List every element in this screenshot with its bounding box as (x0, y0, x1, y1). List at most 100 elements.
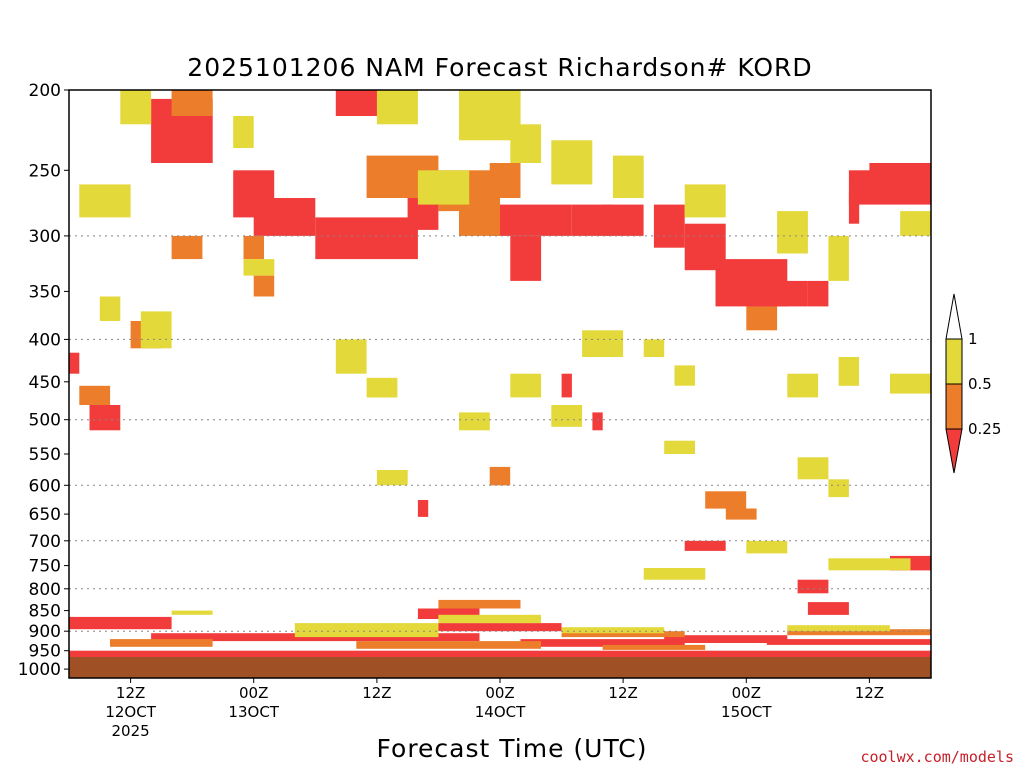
ri-region-e3d93a-20 (551, 405, 583, 427)
ri-region-f23c3c-22 (89, 405, 121, 431)
ri-region-f23c3c-24 (684, 540, 726, 551)
x-tick-label-0-1: 12OCT (105, 703, 156, 721)
ri-region-f23c3c-20 (592, 412, 603, 431)
ri-region-ec7d2a-15 (356, 641, 541, 649)
ri-region-e3d93a-16 (335, 339, 367, 374)
ri-region-e3d93a-23 (674, 365, 695, 386)
chart-title: 2025101206 NAM Forecast Richardson# KORD (187, 53, 812, 82)
ri-region-e3d93a-29 (664, 440, 695, 454)
y-tick-label-350: 350 (29, 282, 61, 302)
ri-region-e3d93a-13 (99, 296, 121, 321)
colorbar-orange-bin (945, 383, 963, 430)
ri-region-e3d93a-32 (643, 568, 706, 580)
x-tick-label-4-0: 12Z (608, 684, 637, 702)
colorbar-label-1: 1 (968, 330, 978, 348)
ri-region-e3d93a-22 (643, 339, 665, 357)
ri-region-e3d93a-30 (828, 479, 849, 498)
ri-region-f23c3c-18 (848, 191, 860, 224)
ri-region-e3d93a-5 (510, 124, 542, 163)
ri-region-ec7d2a-19 (787, 629, 931, 636)
ri-region-f23c3c-30 (151, 633, 480, 642)
ri-region-e3d93a-1 (233, 116, 254, 148)
x-tick-label-1-0: 00Z (239, 684, 268, 702)
ri-region-f23c3c-21 (69, 352, 80, 374)
ri-region-e3d93a-7 (612, 155, 644, 198)
ri-region-e3d93a-4 (417, 170, 470, 205)
ground-surface (69, 657, 931, 678)
ri-region-e3d93a-28 (376, 470, 408, 486)
y-tick-label-600: 600 (29, 476, 61, 496)
ri-region-e3d93a-9 (777, 211, 808, 254)
ri-region-e3d93a-18 (459, 412, 490, 431)
credit-link[interactable]: coolwx.com/models (860, 748, 1014, 766)
ri-region-e3d93a-26 (890, 373, 931, 394)
y-tick-label-900: 900 (29, 622, 61, 642)
ri-region-e3d93a-2 (376, 90, 418, 125)
ri-region-ec7d2a-14 (438, 599, 521, 609)
y-tick-label-800: 800 (29, 580, 61, 600)
ri-region-f23c3c-34 (766, 639, 931, 645)
ri-region-e3d93a-8 (684, 184, 726, 218)
ri-region-e3d93a-17 (366, 377, 398, 398)
ri-region-e3d93a-19 (510, 373, 542, 398)
y-tick-label-550: 550 (29, 445, 61, 465)
y-tick-label-950: 950 (29, 642, 61, 662)
x-tick-label-5-1: 15OCT (721, 703, 772, 721)
ri-region-f23c3c-33 (664, 635, 788, 643)
ri-region-ec7d2a-17 (110, 639, 213, 647)
y-tick-label-200: 200 (29, 81, 61, 101)
ri-region-ec7d2a-13 (705, 491, 747, 509)
ri-region-f23c3c-15 (807, 280, 829, 307)
ri-region-f23c3c-11 (653, 204, 685, 248)
y-tick-label-750: 750 (29, 557, 61, 577)
colorbar-top-arrow (945, 293, 963, 340)
y-axis: 200 250 300 350 400 450 500 550 600 650 700 750 8008… (18, 81, 69, 680)
x-axis-label: Forecast Time (UTC) (377, 734, 648, 763)
y-tick-label-1000: 1000 (18, 660, 61, 680)
ri-region-f23c3c-32 (520, 639, 685, 647)
ri-region-e3d93a-27 (797, 457, 829, 480)
ri-region-e3d93a-15 (243, 259, 275, 276)
ri-region-ec7d2a-9 (79, 385, 111, 405)
ri-region-ec7d2a-11 (489, 466, 511, 486)
ri-region-ec7d2a-12 (725, 508, 757, 520)
y-tick-label-400: 400 (29, 330, 61, 350)
y-tick-label-700: 700 (29, 532, 61, 552)
ri-region-f23c3c-17 (869, 163, 931, 185)
ri-region-ec7d2a-16 (561, 631, 685, 638)
ri-region-f23c3c-2 (253, 198, 316, 236)
ri-region-e3d93a-21 (582, 330, 624, 357)
ri-region-e3d93a-24 (787, 373, 819, 398)
ri-region-f23c3c-27 (807, 602, 849, 615)
ri-region-ec7d2a-10 (746, 306, 778, 331)
ri-region-f23c3c-3 (315, 217, 418, 260)
ri-region-ec7d2a-5 (171, 235, 203, 260)
ri-region-e3d93a-0 (120, 90, 152, 125)
colorbar-label-0.25: 0.25 (968, 420, 1001, 438)
ri-region-e3d93a-34 (294, 623, 439, 638)
ri-region-e3d93a-38 (828, 558, 911, 571)
ri-region-e3d93a-31 (746, 540, 788, 554)
colorbar-label-0.5: 0.5 (968, 375, 992, 393)
ri-region-f23c3c-31 (438, 623, 562, 632)
x-tick-label-0-2: 2025 (112, 722, 150, 740)
ri-region-ec7d2a-0 (171, 90, 213, 116)
ri-region-f23c3c-7 (489, 204, 572, 236)
ri-region-f23c3c-29 (69, 616, 172, 630)
ri-region-ec7d2a-18 (602, 644, 706, 650)
ri-region-e3d93a-35 (438, 614, 541, 624)
y-tick-label-850: 850 (29, 602, 61, 622)
ri-region-e3d93a-37 (787, 625, 890, 632)
x-tick-label-6-0: 12Z (855, 684, 884, 702)
ri-region-e3d93a-12 (79, 184, 131, 218)
y-tick-label-650: 650 (29, 505, 61, 525)
ri-region-e3d93a-33 (171, 610, 213, 615)
colorbar-bottom-arrow (945, 428, 963, 474)
ri-region-ec7d2a-4 (489, 163, 521, 198)
colorbar-legend: 1 0.5 0.25 (945, 293, 1001, 474)
plot-area (69, 90, 931, 678)
ri-region-f23c3c-28 (417, 608, 480, 619)
x-tick-label-3-1: 14OCT (475, 703, 526, 721)
